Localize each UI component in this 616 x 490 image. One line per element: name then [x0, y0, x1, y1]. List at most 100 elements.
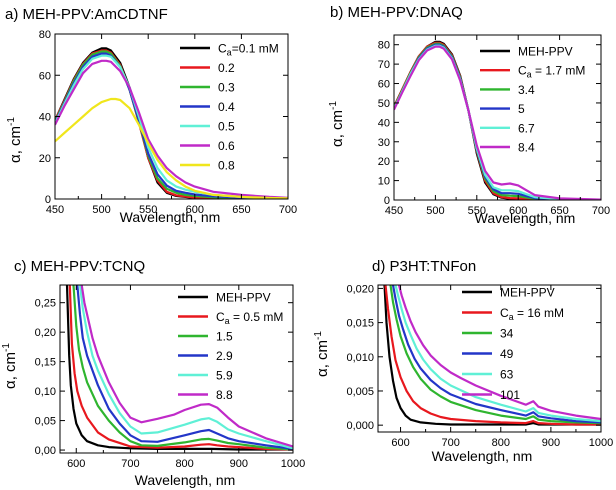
legend-label-d-3: 49	[500, 347, 514, 361]
legend-label-b-1: Ca = 1.7 mM	[518, 64, 585, 80]
plot-d: 600 700 800 900 1000 0,000 0,005 0,010 0,015 0,02…	[346, 283, 613, 449]
legend-label-d-4: 63	[500, 368, 514, 382]
plot-frame-b	[393, 34, 602, 201]
y-tick-label-c-1: 0,05	[35, 416, 56, 428]
legend-label-d-5: 101	[500, 388, 520, 402]
x-tick-label-a-1: 500	[92, 204, 110, 216]
series-line-a-5	[55, 59, 288, 199]
y-tick-label-a-0: 0	[45, 194, 51, 206]
y-tick-label-c-4: 0,20	[35, 327, 56, 339]
panel-d-ylabel: α, cm-1	[313, 331, 331, 377]
x-tick-label-b-4: 650	[550, 205, 568, 217]
series-line-c-2	[72, 285, 293, 451]
x-tick-label-b-2: 550	[468, 205, 486, 217]
panel-a-ylabel: α, cm-1	[6, 117, 24, 163]
y-tick-label-a-3: 60	[39, 70, 51, 82]
x-tick-label-b-1: 500	[426, 205, 444, 217]
panel-d: d) P3HT:TNFon Wavelength, nm α, cm-1	[313, 258, 532, 464]
legend-label-c-1: Ca = 0.5 mM	[216, 310, 283, 326]
plot-frame-c	[59, 284, 294, 454]
legend-label-a-0: Ca=0.1 mM	[218, 42, 279, 58]
x-tick-label-c-1: 700	[121, 458, 139, 470]
x-tick-label-a-3: 600	[186, 204, 204, 216]
x-tick-label-a-2: 550	[139, 204, 157, 216]
legend-label-c-5: 8.8	[216, 388, 233, 402]
series-line-a-6	[55, 97, 288, 199]
x-tick-label-d-1: 700	[441, 437, 459, 449]
x-tick-label-c-0: 600	[67, 458, 85, 470]
plot-c: 600 700 800 900 1000 0,00 0,05 0,10 0,15 0,20 0,25…	[35, 284, 305, 470]
y-tick-label-d-0: 0,000	[346, 420, 374, 432]
plot-b: 450 500 550 600 650 700 0 10 20 30 40 50 60 70 80 MEH-P…	[378, 34, 610, 217]
x-tick-label-d-0: 600	[391, 437, 409, 449]
series-line-d-0	[383, 285, 601, 426]
y-tick-label-b-2: 20	[378, 156, 390, 168]
legend-c: MEH-PPV Ca = 0.5 mM 1.5 2.9 5.9 8.8	[178, 291, 283, 402]
legend-label-a-1: 0.2	[218, 61, 235, 75]
panel-b-title: b) MEH-PPV:DNAQ	[330, 4, 463, 21]
y-tick-label-b-3: 30	[378, 137, 390, 149]
x-tick-label-b-3: 600	[509, 205, 527, 217]
series-group-b	[394, 40, 601, 200]
y-tick-label-a-4: 80	[39, 29, 51, 41]
plot-a: 450 500 550 600 650 700 0 20 40 60 80 Ca=0.1 mM 0.2 0…	[39, 29, 297, 216]
legend-label-a-2: 0.3	[218, 81, 235, 95]
y-tick-label-b-6: 60	[378, 79, 390, 91]
series-group-c	[65, 285, 293, 451]
y-tick-label-d-2: 0,010	[346, 352, 374, 364]
legend-label-b-5: 8.4	[518, 141, 535, 155]
legend-label-c-0: MEH-PPV	[216, 291, 271, 305]
y-tick-label-a-2: 40	[39, 112, 51, 124]
x-tick-label-b-5: 700	[592, 205, 610, 217]
x-tick-label-a-5: 700	[279, 204, 297, 216]
plot-frame-d	[377, 284, 602, 433]
y-tick-label-c-5: 0,25	[35, 298, 56, 310]
legend-label-a-4: 0.5	[218, 120, 235, 134]
legend-label-a-5: 0.6	[218, 139, 235, 153]
series-line-d-3	[391, 285, 601, 424]
y-tick-label-c-0: 0,00	[35, 445, 56, 457]
legend-d: MEH-PPV Ca = 16 mM 34 49 63 101	[462, 286, 564, 402]
legend-label-b-4: 6.7	[518, 121, 535, 135]
x-tick-label-c-3: 900	[230, 458, 248, 470]
panel-b-xlabel: Wavelength, nm	[475, 210, 576, 226]
x-tick-label-a-4: 650	[232, 204, 250, 216]
legend-label-b-3: 5	[518, 102, 525, 116]
legend-b: MEH-PPV Ca = 1.7 mM 3.4 5 6.7 8.4	[480, 45, 585, 155]
y-tick-label-d-1: 0,005	[346, 386, 374, 398]
legend-label-c-2: 1.5	[216, 330, 233, 344]
series-line-d-5	[397, 285, 601, 421]
legend-label-d-1: Ca = 16 mM	[500, 306, 564, 322]
y-tick-label-a-1: 20	[39, 153, 51, 165]
series-line-c-0	[65, 285, 293, 451]
y-tick-label-b-0: 0	[384, 195, 390, 207]
series-line-c-3	[76, 285, 293, 450]
x-tick-label-c-2: 800	[175, 458, 193, 470]
legend-label-c-3: 2.9	[216, 349, 233, 363]
panel-a-title: a) MEH-PPV:AmCDTNF	[5, 6, 168, 23]
y-tick-label-d-3: 0,015	[346, 318, 374, 330]
y-tick-label-b-4: 40	[378, 117, 390, 129]
panel-a-xlabel: Wavelength, nm	[120, 209, 221, 225]
y-tick-label-c-3: 0,15	[35, 357, 56, 369]
panel-d-title: d) P3HT:TNFon	[372, 258, 476, 275]
x-tick-label-b-0: 450	[385, 205, 403, 217]
series-line-c-5	[80, 285, 293, 448]
legend-label-c-4: 5.9	[216, 369, 233, 383]
panel-b: b) MEH-PPV:DNAQ Wavelength, nm α, cm-1	[328, 4, 575, 226]
legend-label-b-2: 3.4	[518, 83, 535, 97]
legend-label-d-2: 34	[500, 327, 514, 341]
legend-label-d-0: MEH-PPV	[500, 286, 555, 300]
panel-b-ylabel: α, cm-1	[328, 101, 346, 147]
series-line-c-1	[68, 285, 293, 451]
y-tick-label-b-8: 80	[378, 40, 390, 52]
panel-c: c) MEH-PPV:TCNQ Wavelength, nm α, cm-1	[1, 258, 235, 488]
x-tick-label-c-4: 1000	[281, 458, 305, 470]
series-line-a-3	[55, 52, 288, 199]
y-tick-label-b-1: 10	[378, 176, 390, 188]
legend-a: Ca=0.1 mM 0.2 0.3 0.4 0.5 0.6 0.8	[180, 42, 279, 173]
x-tick-label-a-0: 450	[46, 204, 64, 216]
x-tick-label-d-4: 1000	[589, 437, 613, 449]
panel-c-xlabel: Wavelength, nm	[135, 472, 236, 488]
